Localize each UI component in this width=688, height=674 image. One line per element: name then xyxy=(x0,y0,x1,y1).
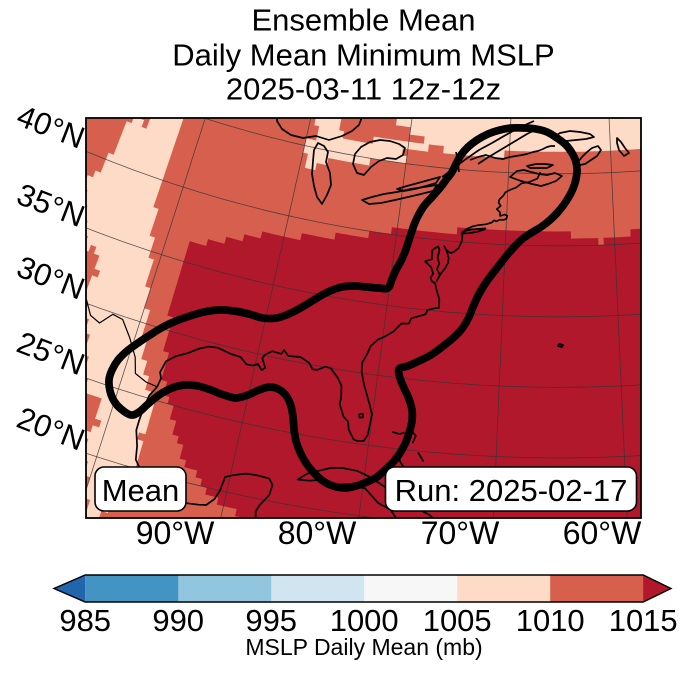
svg-text:1010: 1010 xyxy=(516,603,585,638)
svg-text:2025-03-11 12z-12z: 2025-03-11 12z-12z xyxy=(226,72,501,107)
svg-text:90°W: 90°W xyxy=(136,515,215,551)
svg-text:995: 995 xyxy=(245,603,297,638)
svg-text:Daily Mean Minimum MSLP: Daily Mean Minimum MSLP xyxy=(172,38,554,73)
svg-text:990: 990 xyxy=(152,603,204,638)
svg-text:1015: 1015 xyxy=(609,603,678,638)
svg-text:1005: 1005 xyxy=(423,603,492,638)
svg-text:MSLP Daily Mean (mb): MSLP Daily Mean (mb) xyxy=(245,634,482,660)
svg-text:985: 985 xyxy=(59,603,111,638)
svg-text:80°W: 80°W xyxy=(278,515,357,551)
svg-text:Mean: Mean xyxy=(102,473,180,508)
svg-text:Run: 2025-02-17: Run: 2025-02-17 xyxy=(395,473,628,508)
svg-text:70°W: 70°W xyxy=(421,515,500,551)
svg-text:Ensemble Mean: Ensemble Mean xyxy=(251,3,475,38)
svg-text:60°W: 60°W xyxy=(563,515,642,551)
svg-text:1000: 1000 xyxy=(330,603,399,638)
